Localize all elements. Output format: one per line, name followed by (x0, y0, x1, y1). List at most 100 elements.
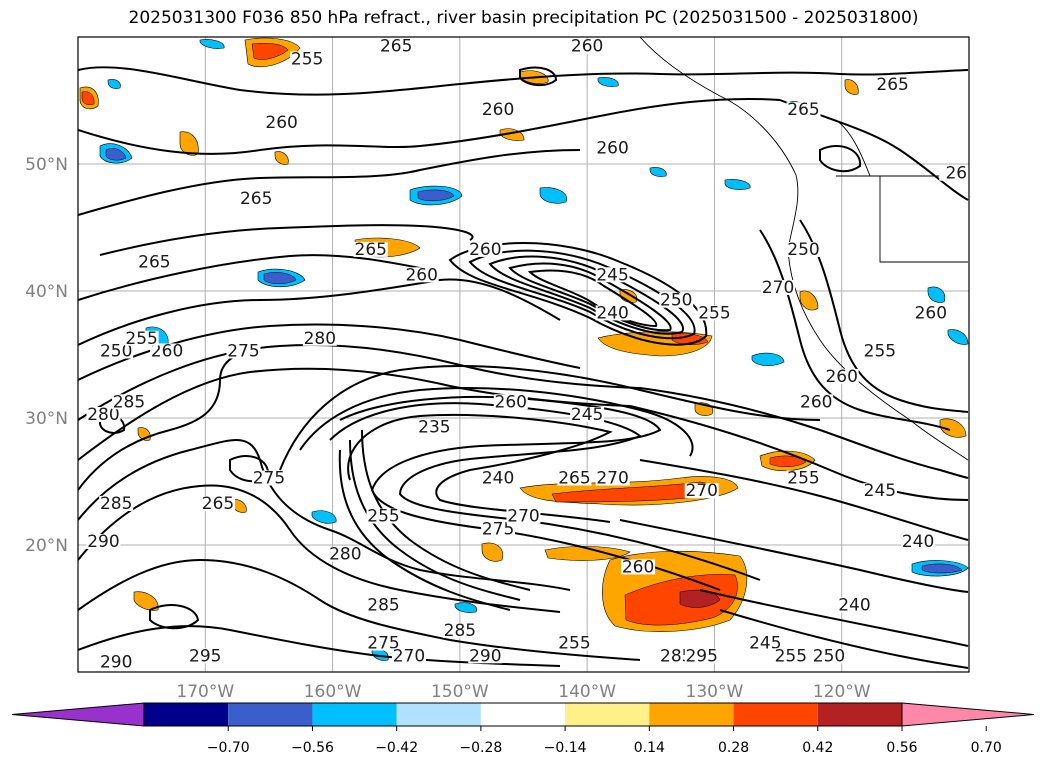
map-frame (77, 36, 970, 673)
contour-label: 270 (596, 469, 628, 489)
contour-label: 260 (405, 265, 437, 285)
contour-label-bg (481, 102, 516, 118)
contour-line (349, 439, 521, 601)
contour-label-bg (684, 483, 719, 499)
precip-patch (481, 542, 504, 562)
contour-label-bg (150, 343, 185, 359)
axis-labels: 50°N 40°N 30°N 20°N 170°W 160°W 150°W 140°W 130°… (25, 155, 871, 702)
contour-label-bg (417, 419, 452, 435)
contour-label-bg (684, 648, 719, 664)
contour-label: 255 (125, 329, 157, 349)
contour-label: 260 (469, 240, 501, 260)
precip-patch (751, 352, 785, 366)
lat-tick-label: 50°N (25, 155, 68, 175)
lon-tick-label: 120°W (813, 682, 871, 702)
contour-label: 265 (787, 100, 819, 120)
precip-patch (133, 591, 159, 611)
contour-label: 265 (202, 494, 234, 514)
contour-label: 280 (329, 545, 361, 565)
contour-label: 275 (482, 519, 514, 539)
contour-line (759, 229, 951, 431)
contour-label: 270 (685, 481, 717, 501)
contour-label: 285 (100, 494, 132, 514)
colorbar-tick-label: −0.42 (375, 740, 418, 756)
contour-line (78, 349, 261, 491)
contour-label-bg (391, 648, 426, 664)
contour-label: 265 (138, 253, 170, 273)
contour-label: 290 (100, 653, 132, 673)
contour-line (488, 255, 684, 335)
contour-label: 275 (367, 634, 399, 654)
lon-tick-label: 160°W (304, 682, 362, 702)
contour-label-bg (570, 38, 605, 54)
contour-label-bg (557, 470, 592, 486)
contour-label-bg (137, 254, 172, 270)
contour-label-bg (379, 38, 414, 54)
contour-label: 260 (151, 342, 183, 362)
contour-label: 245 (596, 265, 628, 285)
contour-label: 285 (444, 621, 476, 641)
precip-patch (251, 43, 289, 60)
contour-label-bg (748, 635, 783, 651)
contour-label-bg (442, 622, 477, 638)
contour-line (78, 439, 571, 591)
colorbar-segment (649, 703, 734, 726)
contour-label-bg (799, 394, 834, 410)
contour-label-bg (557, 635, 592, 651)
lat-tick-label: 20°N (25, 536, 68, 556)
colorbar-segment (817, 703, 902, 726)
contour-label: 240 (902, 532, 934, 552)
colorbar-tick-label: 0.56 (886, 740, 917, 756)
contour-label-bg (570, 407, 605, 422)
lat-tick-label: 40°N (25, 282, 68, 302)
border-path (835, 119, 871, 177)
contour-label: 280 (87, 405, 119, 425)
contour-line (99, 224, 474, 256)
contour-label-bg (239, 191, 274, 207)
precip-patch (597, 77, 619, 87)
contour-label-bg (824, 368, 859, 384)
colorbar-extend-low (11, 702, 145, 727)
contour-label-bg (201, 495, 236, 511)
contour-label-bg (595, 140, 630, 156)
contour-label-bg (86, 407, 121, 422)
contour-label: 260 (482, 100, 514, 120)
contour-label-bg (761, 280, 796, 295)
chart-title: 2025031300 F036 850 hPa refract., river … (128, 8, 919, 28)
contour-label-bg (659, 292, 694, 308)
contour-label-bg (595, 470, 630, 486)
colorbar-tick-label: 0.70 (971, 740, 1002, 756)
precip-patch (417, 189, 455, 201)
contour-label: 240 (596, 303, 628, 323)
precip-patch (769, 455, 807, 467)
contour-line (819, 145, 862, 173)
lon-tick-label: 130°W (686, 682, 744, 702)
contour-label-bg (875, 76, 910, 92)
contour-label: 250 (787, 240, 819, 260)
contour-label: 295 (685, 646, 717, 666)
contour-label: 26 (945, 164, 967, 184)
contour-label: 250 (660, 291, 692, 311)
contour-line (639, 387, 969, 479)
contour-label: 280 (304, 329, 336, 349)
precip-patch (105, 148, 127, 161)
precip-patch (947, 329, 969, 345)
contour-label: 290 (469, 646, 501, 666)
contour-label: 260 (622, 557, 654, 577)
contour-label-bg (188, 648, 223, 664)
contour-label-bg (481, 470, 516, 486)
contour-label: 265 (558, 469, 590, 489)
colorbar-tick-label: 0.42 (802, 740, 833, 756)
contour-label: 245 (749, 634, 781, 654)
contour-label: 255 (367, 507, 399, 527)
precip-patch (649, 167, 667, 177)
contour-label-bg (468, 241, 503, 257)
colorbar-frame (143, 702, 903, 727)
contour-label-bg (862, 483, 897, 499)
precip-patch (939, 418, 967, 438)
colorbar-segment (228, 703, 313, 726)
colorbar-tick-label: −0.28 (459, 740, 502, 756)
contour-label: 290 (87, 532, 119, 552)
